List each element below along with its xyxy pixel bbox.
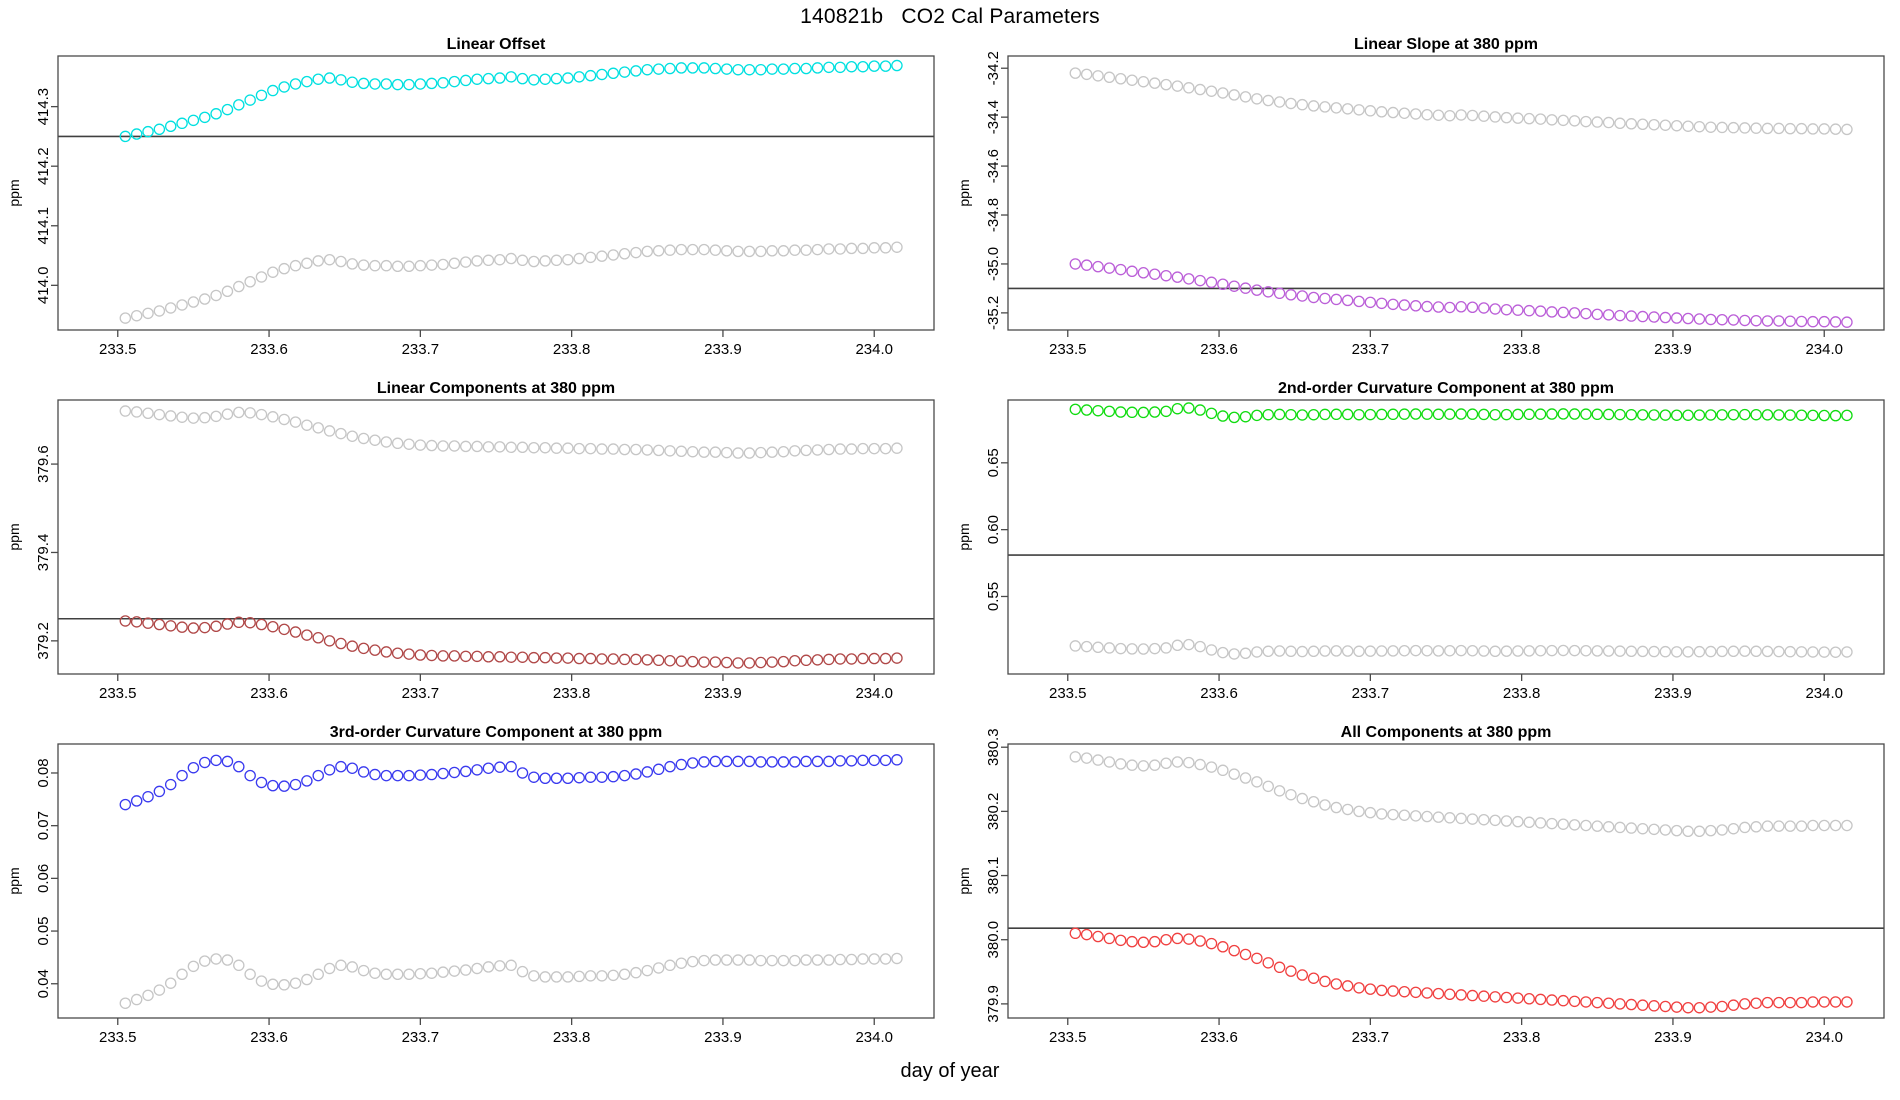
svg-text:234.0: 234.0 xyxy=(1805,685,1843,702)
svg-text:234.0: 234.0 xyxy=(1805,341,1843,358)
svg-text:0.05: 0.05 xyxy=(35,916,52,945)
svg-text:0.07: 0.07 xyxy=(35,811,52,840)
svg-text:234.0: 234.0 xyxy=(855,1029,893,1046)
svg-text:233.9: 233.9 xyxy=(1654,1029,1692,1046)
svg-text:-35.0: -35.0 xyxy=(985,247,1002,281)
svg-text:233.8: 233.8 xyxy=(553,685,591,702)
svg-text:233.5: 233.5 xyxy=(1049,685,1087,702)
svg-text:233.8: 233.8 xyxy=(1503,1029,1541,1046)
svg-text:233.7: 233.7 xyxy=(402,341,440,358)
svg-text:ppm: ppm xyxy=(956,523,972,550)
page-title: 140821b CO2 Cal Parameters xyxy=(800,5,1100,28)
svg-text:233.6: 233.6 xyxy=(1200,1029,1238,1046)
svg-text:ppm: ppm xyxy=(956,179,972,206)
svg-text:233.8: 233.8 xyxy=(1503,685,1541,702)
svg-text:233.7: 233.7 xyxy=(1352,341,1390,358)
plot-grid: Linear Offset 414.0 414.1 414.2 414.3 ppm 233… xyxy=(0,34,1900,1066)
svg-text:234.0: 234.0 xyxy=(1805,1029,1843,1046)
svg-text:414.2: 414.2 xyxy=(35,147,52,185)
svg-text:-34.4: -34.4 xyxy=(985,100,1002,134)
plot-canvas-3rd-order-curvature: 0.04 0.05 0.06 0.07 0.08 ppm 233.5 233.6 233.7 23… xyxy=(6,743,935,1046)
svg-text:233.5: 233.5 xyxy=(99,1029,137,1046)
svg-text:380.3: 380.3 xyxy=(985,728,1002,766)
svg-text:233.7: 233.7 xyxy=(402,1029,440,1046)
svg-text:233.6: 233.6 xyxy=(250,1029,288,1046)
svg-text:233.5: 233.5 xyxy=(1049,1029,1087,1046)
svg-text:414.0: 414.0 xyxy=(35,267,52,305)
panel-all-components: All Components at 380 ppm 379.9 380.0 380.… xyxy=(950,722,1900,1066)
svg-text:0.60: 0.60 xyxy=(985,515,1002,544)
svg-text:414.1: 414.1 xyxy=(35,207,52,245)
panel-title-3rd-order-curvature: 3rd-order Curvature Component at 380 ppm xyxy=(329,724,663,741)
svg-text:379.4: 379.4 xyxy=(35,534,52,572)
svg-text:233.8: 233.8 xyxy=(1503,341,1541,358)
plot-canvas-linear-components: 379.2 379.4 379.6 ppm 233.5 233.6 233.7 233.8 23… xyxy=(6,399,935,702)
svg-text:0.06: 0.06 xyxy=(35,864,52,893)
svg-text:0.55: 0.55 xyxy=(985,582,1002,611)
svg-text:233.5: 233.5 xyxy=(99,685,137,702)
svg-text:0.04: 0.04 xyxy=(35,969,52,998)
svg-text:380.2: 380.2 xyxy=(985,793,1002,831)
svg-text:233.8: 233.8 xyxy=(553,1029,591,1046)
svg-text:-34.6: -34.6 xyxy=(985,149,1002,183)
svg-text:233.7: 233.7 xyxy=(1352,685,1390,702)
svg-text:233.8: 233.8 xyxy=(553,341,591,358)
panel-linear-components: Linear Components at 380 ppm 379.2 379.4 3… xyxy=(0,378,950,722)
svg-text:ppm: ppm xyxy=(6,867,22,894)
svg-text:ppm: ppm xyxy=(6,179,22,206)
plot-canvas-linear-offset: 414.0 414.1 414.2 414.3 ppm 233.5 233.6 233.7 23… xyxy=(6,55,935,358)
svg-text:0.08: 0.08 xyxy=(35,758,52,787)
svg-text:-34.2: -34.2 xyxy=(985,51,1002,85)
panel-2nd-order-curvature: 2nd-order Curvature Component at 380 ppm… xyxy=(950,378,1900,722)
svg-text:233.5: 233.5 xyxy=(1049,341,1087,358)
panel-title-all-components: All Components at 380 ppm xyxy=(1340,724,1552,741)
x-axis-label: day of year xyxy=(900,1060,1000,1082)
svg-text:ppm: ppm xyxy=(6,523,22,550)
svg-text:-35.2: -35.2 xyxy=(985,296,1002,330)
svg-text:233.9: 233.9 xyxy=(1654,685,1692,702)
svg-text:0.65: 0.65 xyxy=(985,448,1002,477)
svg-text:414.3: 414.3 xyxy=(35,88,52,126)
svg-text:-34.8: -34.8 xyxy=(985,198,1002,232)
plot-canvas-linear-slope: -34.2 -34.4 -34.6 -34.8 -35.0 -35.2 ppm 233.5 23… xyxy=(956,51,1885,358)
panel-title-linear-slope: Linear Slope at 380 ppm xyxy=(1353,36,1539,53)
svg-text:233.6: 233.6 xyxy=(1200,685,1238,702)
svg-text:233.6: 233.6 xyxy=(1200,341,1238,358)
panel-linear-offset: Linear Offset 414.0 414.1 414.2 414.3 ppm 233… xyxy=(0,34,950,378)
svg-text:380.1: 380.1 xyxy=(985,857,1002,895)
svg-text:233.9: 233.9 xyxy=(704,1029,742,1046)
svg-text:233.9: 233.9 xyxy=(704,341,742,358)
svg-text:233.7: 233.7 xyxy=(402,685,440,702)
svg-text:233.9: 233.9 xyxy=(704,685,742,702)
plot-canvas-all-components: 379.9 380.0 380.1 380.2 380.3 ppm 233.5 233.6 23… xyxy=(956,728,1885,1046)
svg-text:233.6: 233.6 xyxy=(250,685,288,702)
svg-text:379.9: 379.9 xyxy=(985,985,1002,1023)
plot-canvas-2nd-order-curvature: 0.55 0.60 0.65 ppm 233.5 233.6 233.7 233.8 233.9… xyxy=(956,399,1885,702)
panel-title-2nd-order-curvature: 2nd-order Curvature Component at 380 ppm xyxy=(1277,380,1615,397)
panel-title-linear-offset: Linear Offset xyxy=(446,36,546,53)
svg-text:ppm: ppm xyxy=(956,867,972,894)
panel-title-linear-components: Linear Components at 380 ppm xyxy=(376,380,616,397)
svg-text:379.2: 379.2 xyxy=(35,622,52,660)
panel-3rd-order-curvature: 3rd-order Curvature Component at 380 ppm… xyxy=(0,722,950,1066)
svg-text:234.0: 234.0 xyxy=(855,685,893,702)
svg-text:233.6: 233.6 xyxy=(250,341,288,358)
panel-linear-slope: Linear Slope at 380 ppm -34.2 -34.4 -34.6-… xyxy=(950,34,1900,378)
svg-text:233.9: 233.9 xyxy=(1654,341,1692,358)
svg-text:234.0: 234.0 xyxy=(855,341,893,358)
svg-text:233.5: 233.5 xyxy=(99,341,137,358)
svg-text:380.0: 380.0 xyxy=(985,921,1002,959)
svg-text:233.7: 233.7 xyxy=(1352,1029,1390,1046)
svg-text:379.6: 379.6 xyxy=(35,445,52,483)
